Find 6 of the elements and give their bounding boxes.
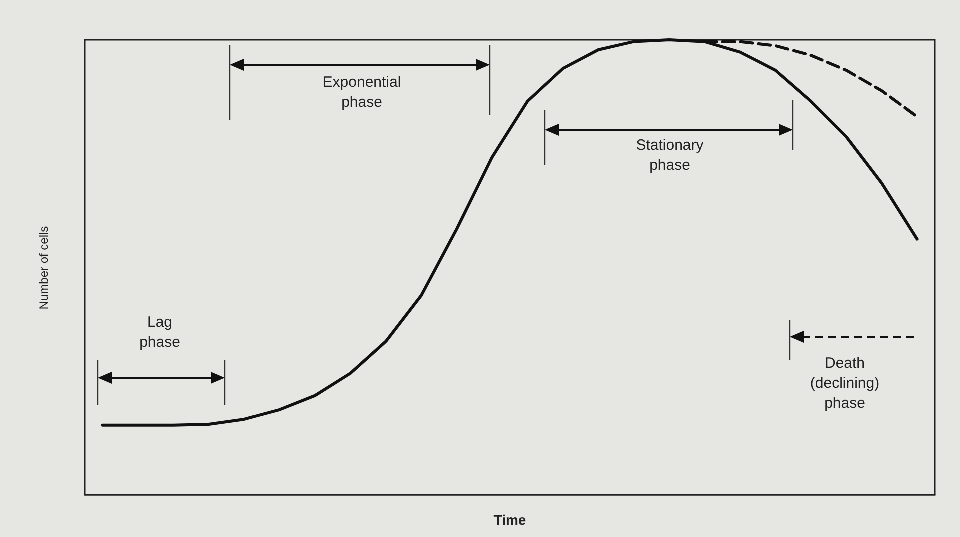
annotation: Exponential phase xyxy=(322,74,402,111)
y-axis-title: Number of cells xyxy=(37,226,51,310)
annotation: Stationary phase xyxy=(636,137,704,174)
annotation: Lag phase xyxy=(140,314,180,351)
x-axis-title: Time xyxy=(494,512,526,528)
annotation: Death (declining) phase xyxy=(810,355,880,412)
